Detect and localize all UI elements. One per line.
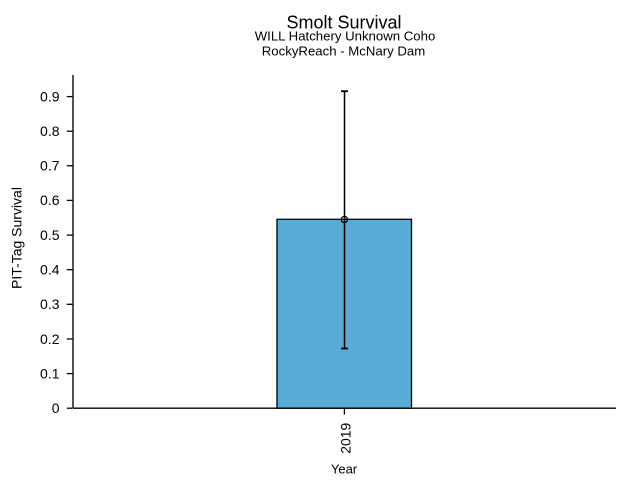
svg-text:RockyReach - McNary Dam: RockyReach - McNary Dam [262, 44, 425, 59]
svg-text:0.1: 0.1 [40, 365, 60, 381]
svg-text:2019: 2019 [337, 422, 353, 453]
svg-text:Smolt Survival: Smolt Survival [286, 13, 401, 33]
svg-text:WILL Hatchery Unknown Coho: WILL Hatchery Unknown Coho [255, 29, 436, 44]
svg-text:0.5: 0.5 [40, 227, 60, 243]
svg-text:0: 0 [52, 400, 60, 416]
svg-text:PIT-Tag Survival: PIT-Tag Survival [9, 187, 25, 289]
svg-text:0.4: 0.4 [40, 262, 60, 278]
svg-text:0.6: 0.6 [40, 192, 60, 208]
svg-text:0.7: 0.7 [40, 158, 60, 174]
svg-text:0.8: 0.8 [40, 123, 60, 139]
svg-text:0.2: 0.2 [40, 331, 60, 347]
svg-text:Year: Year [331, 462, 358, 477]
svg-text:0.9: 0.9 [40, 88, 60, 104]
svg-text:0.3: 0.3 [40, 296, 60, 312]
